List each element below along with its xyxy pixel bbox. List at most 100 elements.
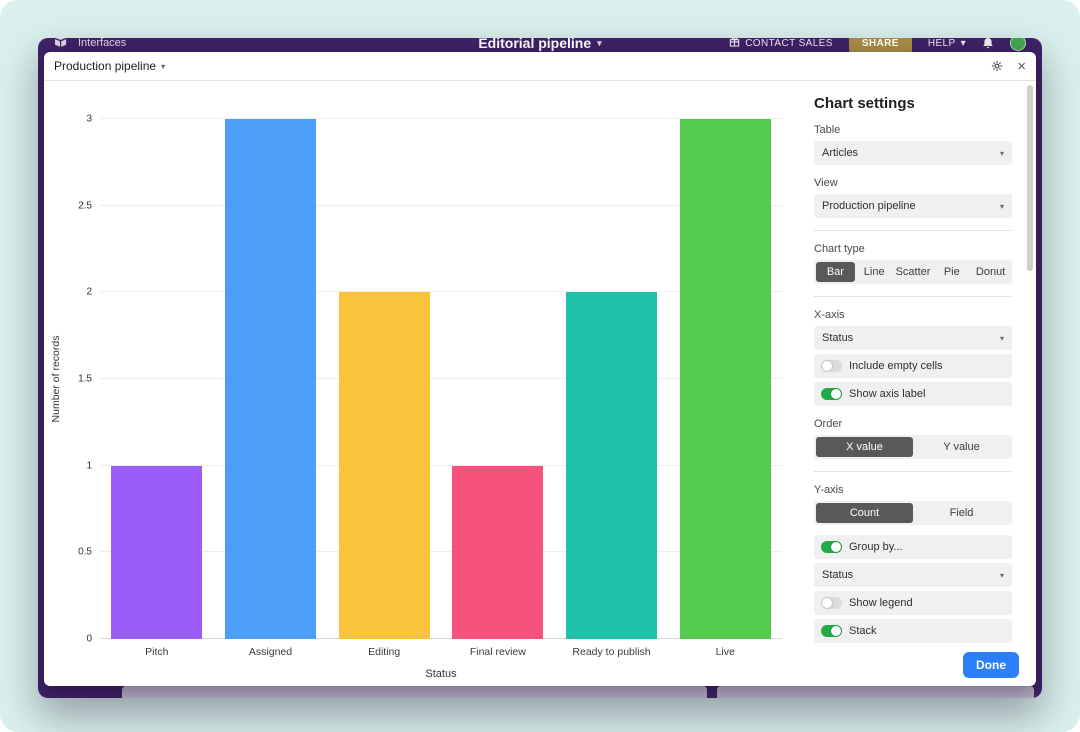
toggle-switch[interactable] — [821, 625, 842, 637]
chevron-down-icon: ▾ — [999, 148, 1004, 158]
background-panel — [717, 686, 1034, 698]
y-tick-label: 1 — [86, 460, 92, 472]
x-category-label: Live — [715, 646, 735, 658]
x-axis-category-labels: Pitch Assigned Editing Final review Ready to… — [100, 646, 782, 658]
bar-live[interactable] — [679, 119, 771, 639]
chevron-down-icon: ▾ — [161, 61, 166, 71]
order-option-x-value[interactable]: X value — [816, 437, 913, 457]
help-button[interactable]: HELP ▾ — [927, 38, 966, 49]
bar-slot — [327, 119, 441, 639]
gridline — [100, 378, 782, 379]
y-axis-label: Y-axis — [814, 484, 844, 496]
x-category-label: Ready to publish — [572, 646, 651, 658]
table-select[interactable]: Articles ▾ — [814, 141, 1012, 165]
bar-pitch[interactable] — [111, 465, 203, 639]
x-axis-label: X-axis — [814, 309, 845, 321]
chart-type-label: Chart type — [814, 243, 865, 255]
dimmed-background-content — [122, 686, 1034, 698]
toggle-switch[interactable] — [821, 388, 842, 400]
contact-sales-button[interactable]: CONTACT SALES — [729, 38, 833, 50]
view-label: View — [814, 177, 838, 189]
bar-slot — [555, 119, 669, 639]
chart-settings-panel: Chart settings Table Articles ▾ View Pro… — [800, 81, 1026, 686]
interfaces-label[interactable]: Interfaces — [78, 38, 127, 49]
gridline — [100, 464, 782, 466]
bar-editing[interactable] — [338, 292, 430, 639]
toggle-switch[interactable] — [821, 360, 842, 372]
y-axis-segmented: Count Field — [814, 501, 1012, 525]
x-axis-field-select[interactable]: Status ▾ — [814, 326, 1012, 350]
chart-type-option-scatter[interactable]: Scatter — [895, 266, 931, 278]
order-label: Order — [814, 418, 843, 430]
settings-title: Chart settings — [814, 95, 915, 112]
settings-scrollbar[interactable] — [1026, 83, 1034, 684]
bar-slot — [441, 119, 555, 639]
chevron-down-icon: ▾ — [597, 38, 602, 48]
x-category-label: Editing — [368, 646, 401, 658]
y-tick-label: 0 — [86, 633, 92, 645]
modal-title: Production pipeline — [54, 59, 157, 73]
chart-type-option-donut[interactable]: Donut — [975, 266, 1006, 278]
group-by-toggle-row[interactable]: Group by... — [814, 535, 1012, 559]
airtable-logo-icon — [54, 38, 69, 51]
done-button[interactable]: Done — [963, 652, 1019, 678]
app-window: Interfaces Editorial pipeline ▾ CONTACT … — [38, 38, 1042, 698]
view-select[interactable]: Production pipeline ▾ — [814, 194, 1012, 218]
chevron-down-icon: ▾ — [999, 201, 1004, 211]
x-category-label: Pitch — [145, 646, 169, 658]
order-segmented: X value Y value — [814, 435, 1012, 459]
bell-icon[interactable] — [982, 38, 994, 49]
bar-chart: 0 0.5 1 1.5 2 2.5 3 Pitch Assigned Editing Final … — [50, 114, 782, 680]
show-axis-label-toggle-row[interactable]: Show axis label — [814, 382, 1012, 406]
order-option-y-value[interactable]: Y value — [943, 441, 980, 453]
bar-assigned[interactable] — [225, 119, 316, 639]
show-legend-toggle-row[interactable]: Show legend — [814, 591, 1012, 615]
app-topbar: Interfaces Editorial pipeline ▾ CONTACT … — [38, 38, 1042, 70]
bar-slot — [214, 119, 328, 639]
share-button[interactable]: SHARE — [848, 38, 912, 54]
close-icon[interactable]: × — [1017, 57, 1026, 75]
chart-type-option-bar[interactable]: Bar — [816, 262, 855, 282]
y-axis-option-field[interactable]: Field — [949, 507, 974, 519]
topbar-title: Editorial pipeline — [478, 38, 592, 51]
chevron-down-icon: ▾ — [999, 570, 1004, 580]
modal-title-dropdown[interactable]: Production pipeline ▾ — [54, 59, 165, 73]
y-axis-title: Number of records — [50, 335, 62, 423]
chart-type-segmented: Bar Line Scatter Pie Donut — [814, 260, 1012, 284]
gridline — [100, 118, 782, 119]
toggle-switch[interactable] — [821, 597, 842, 609]
group-by-field-select[interactable]: Status ▾ — [814, 563, 1012, 587]
avatar[interactable] — [1010, 38, 1026, 51]
bar-slot — [668, 119, 782, 639]
divider — [814, 296, 1012, 297]
divider — [814, 230, 1012, 231]
chevron-down-icon: ▾ — [999, 333, 1004, 343]
y-tick-label: 2.5 — [78, 200, 92, 212]
chart-type-option-pie[interactable]: Pie — [943, 266, 960, 278]
bar-final-review[interactable] — [452, 465, 544, 639]
gift-icon — [729, 38, 740, 50]
stack-toggle-row[interactable]: Stack — [814, 619, 1012, 643]
include-empty-cells-toggle-row[interactable]: Include empty cells — [814, 354, 1012, 378]
background-panel — [122, 686, 707, 698]
topbar-title-dropdown[interactable]: Editorial pipeline ▾ — [478, 38, 601, 70]
bar-slot — [100, 119, 214, 639]
gridline — [100, 204, 782, 206]
chart-type-option-line[interactable]: Line — [863, 266, 885, 278]
divider — [814, 471, 1012, 472]
chevron-down-icon: ▾ — [960, 38, 966, 49]
scrollbar-thumb[interactable] — [1027, 85, 1033, 271]
y-tick-label: 0.5 — [78, 546, 92, 558]
y-tick-label: 3 — [86, 113, 92, 125]
gridline — [100, 551, 782, 553]
gridline — [100, 291, 782, 293]
modal-header: Production pipeline ▾ × — [44, 52, 1036, 81]
y-tick-label: 2 — [86, 286, 92, 298]
bar-ready-to-publish[interactable] — [566, 292, 657, 639]
y-axis-option-count[interactable]: Count — [816, 503, 913, 523]
toggle-switch[interactable] — [821, 541, 842, 553]
gear-icon[interactable] — [991, 60, 1003, 72]
chart-element-modal: Production pipeline ▾ × 0 0.5 1 1.5 2 2.5 3 Pi… — [44, 52, 1036, 686]
x-category-label: Final review — [469, 646, 526, 658]
